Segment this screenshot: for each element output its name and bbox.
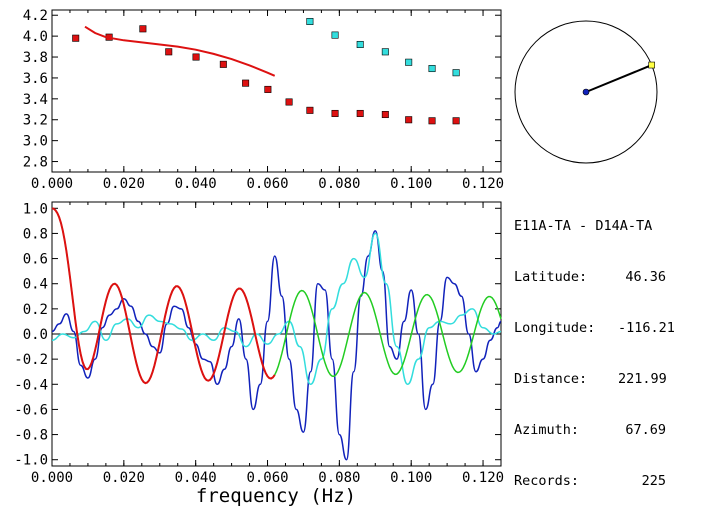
cyan-data-point [452,69,460,77]
y-tick-label: -1.0 [14,453,48,469]
compass-circle [514,20,658,164]
y-tick-label: 0.4 [23,277,48,293]
x-tick-label: 0.100 [390,470,432,486]
x-tick-label: 0.080 [318,176,360,192]
y-tick-label: 2.8 [23,155,48,171]
cyan-data-point [356,40,364,48]
red-data-point [306,106,314,114]
station-pair: E11A-TA - D14A-TA [514,218,694,235]
y-tick-label: -0.2 [14,352,48,368]
red-data-point [219,60,227,68]
cyan-data-point [428,65,436,73]
y-tick-label: 0.6 [23,252,48,268]
y-tick-label: 4.2 [23,8,48,24]
plot-frame [51,9,502,173]
pair-separator: - [579,218,588,234]
x-tick-label: 0.120 [462,470,504,486]
x-tick-label: 0.120 [462,176,504,192]
info-row-distance: Distance: 221.99 [514,371,667,387]
x-tick-label: 0.080 [318,470,360,486]
y-tick-label: -0.8 [14,428,48,444]
x-tick-label: 0.060 [246,176,288,192]
red-data-point [381,111,389,119]
red-data-point [72,34,80,42]
y-tick-label: -0.4 [14,377,48,393]
red-data-point [264,85,272,93]
x-tick-label: 0.100 [390,176,432,192]
y-tick-label: 3.4 [23,92,48,108]
red-data-point [405,116,413,124]
red-data-point [356,109,364,117]
coherency-panel: 0.000 0.020 0.040 0.060 0.080 0.100 0.120 1.0 0.… [14,201,504,486]
cyan-data-curve [51,232,502,386]
y-tick-label: 3.8 [23,50,48,66]
cyan-data-point [331,31,339,39]
station-b: D14A-TA [595,218,653,234]
phase-velocity-panel: 0.000 0.020 0.040 0.060 0.080 0.100 0.120 4.2 4.… [23,8,504,192]
x-tick-label: 0.040 [175,470,217,486]
x-tick-label: 0.060 [246,470,288,486]
info-row-records: Records: 225 [514,473,666,489]
x-tick-label: 0.000 [31,470,73,486]
y-tick-label: 0.8 [23,226,48,242]
red-data-point [165,48,173,56]
cyan-data-point [381,48,389,56]
y-tick-label: 3.2 [23,113,48,129]
y-tick-label: 3.6 [23,71,48,87]
cyan-data-point [306,17,314,25]
x-tick-label: 0.020 [103,176,145,192]
x-tick-label: 0.020 [103,470,145,486]
origin-station-marker [582,88,590,96]
red-data-point [242,79,250,87]
red-data-point [452,117,460,125]
fit-curve [84,25,276,77]
azimuth-line [585,64,653,93]
red-data-point [428,117,436,125]
station-info: E11A-TA - D14A-TA Latitude: 46.36 Longitu… [514,184,694,507]
x-axis-label: frequency (Hz) [196,485,356,507]
info-row-azimuth: Azimuth: 67.69 [514,422,666,438]
y-tick-label: 0.2 [23,302,48,318]
x-tick-label: 0.040 [175,176,217,192]
cyan-data-point [405,58,413,66]
red-data-point [285,98,293,106]
y-tick-label: 3.0 [23,134,48,150]
red-model-curve [51,207,276,385]
red-data-point [331,109,339,117]
info-row-latitude: Latitude: 46.36 [514,269,666,285]
y-tick-label: 4.0 [23,29,48,45]
y-tick-label: -0.6 [14,402,48,418]
y-tick-label: 1.0 [23,201,48,217]
x-tick-label: 0.000 [31,176,73,192]
green-model-curve [51,207,502,384]
y-tick-label: 0.0 [23,327,48,343]
azimuth-compass [514,20,658,164]
blue-data-curve [51,230,502,461]
target-station-marker [648,61,655,69]
info-row-longitude: Longitude: -116.21 [514,320,675,336]
station-a: E11A-TA [514,218,571,234]
red-data-point [192,53,200,61]
red-data-point [139,25,147,33]
